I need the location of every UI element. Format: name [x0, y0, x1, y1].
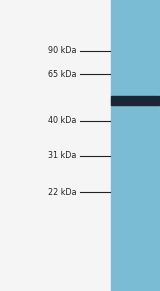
Text: 65 kDa: 65 kDa — [48, 70, 77, 79]
Text: 31 kDa: 31 kDa — [48, 151, 77, 160]
Bar — [111, 96, 159, 105]
Bar — [111, 0, 159, 291]
Text: 90 kDa: 90 kDa — [48, 47, 77, 55]
Text: 40 kDa: 40 kDa — [48, 116, 77, 125]
Text: 22 kDa: 22 kDa — [48, 188, 77, 196]
